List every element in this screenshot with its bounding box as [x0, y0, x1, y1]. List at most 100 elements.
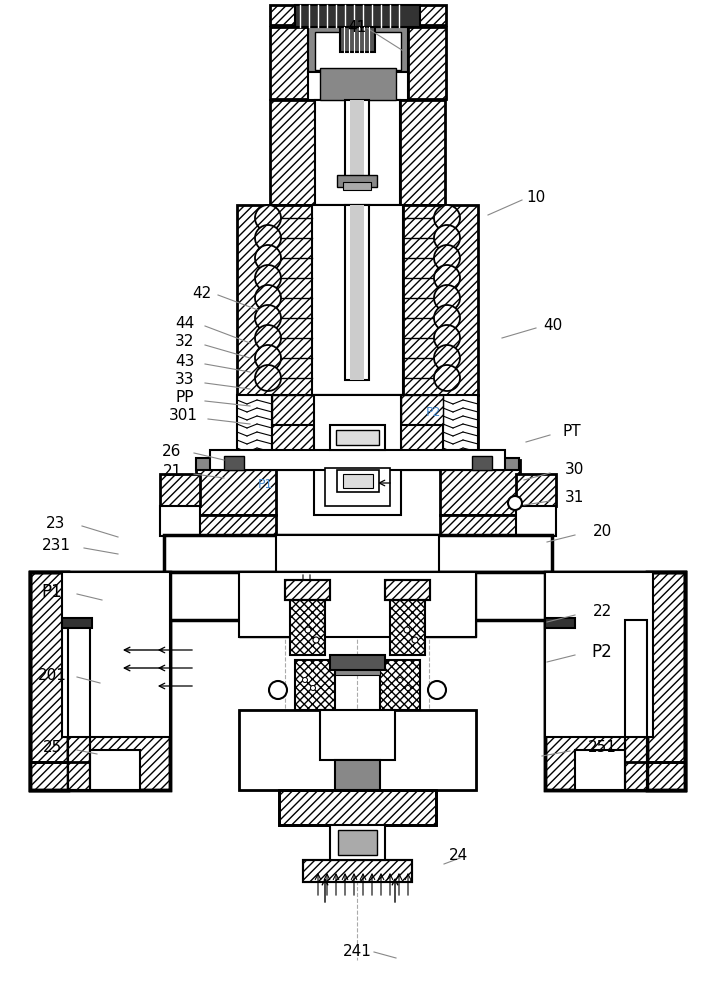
- Bar: [68, 620, 90, 790]
- Bar: [30, 572, 68, 790]
- Bar: [340, 27, 375, 52]
- Bar: [237, 205, 312, 395]
- Bar: [320, 68, 396, 100]
- Bar: [237, 395, 312, 460]
- Bar: [30, 572, 68, 790]
- Bar: [239, 710, 476, 790]
- Bar: [68, 620, 90, 790]
- Bar: [337, 175, 377, 187]
- Circle shape: [404, 627, 410, 633]
- Bar: [385, 580, 430, 600]
- Circle shape: [255, 245, 281, 271]
- Bar: [390, 600, 425, 655]
- Bar: [647, 572, 685, 790]
- Bar: [196, 458, 519, 470]
- Circle shape: [434, 205, 460, 231]
- Bar: [164, 535, 552, 572]
- Text: 24: 24: [448, 848, 468, 863]
- Bar: [472, 456, 492, 470]
- Bar: [330, 425, 385, 450]
- Bar: [336, 430, 379, 445]
- Circle shape: [434, 265, 460, 291]
- Bar: [400, 100, 445, 205]
- Bar: [270, 100, 315, 205]
- Bar: [335, 760, 380, 790]
- Text: 43: 43: [175, 354, 194, 368]
- Circle shape: [398, 678, 403, 682]
- Bar: [440, 515, 520, 535]
- Bar: [350, 205, 364, 380]
- Bar: [30, 572, 170, 790]
- Bar: [315, 100, 400, 205]
- Bar: [285, 580, 330, 600]
- Bar: [239, 572, 289, 637]
- Bar: [314, 460, 401, 515]
- Bar: [330, 655, 385, 670]
- Text: 32: 32: [175, 334, 194, 350]
- Bar: [160, 506, 200, 536]
- Text: 40: 40: [543, 318, 563, 332]
- Text: 20: 20: [592, 524, 611, 540]
- Text: 25: 25: [42, 740, 61, 756]
- Bar: [623, 762, 685, 790]
- Text: 10: 10: [526, 190, 546, 206]
- Bar: [295, 660, 335, 710]
- Bar: [160, 474, 200, 506]
- Text: P2: P2: [425, 406, 440, 418]
- Bar: [426, 572, 476, 637]
- Bar: [314, 395, 401, 460]
- Text: 26: 26: [162, 444, 182, 458]
- Circle shape: [434, 365, 460, 391]
- Bar: [545, 572, 685, 790]
- Text: P2: P2: [591, 643, 612, 661]
- Bar: [345, 205, 369, 380]
- Circle shape: [313, 637, 319, 643]
- Bar: [350, 100, 364, 180]
- Circle shape: [255, 305, 281, 331]
- Text: 23: 23: [46, 516, 66, 532]
- Bar: [337, 470, 379, 492]
- Bar: [380, 660, 420, 710]
- Bar: [295, 5, 420, 27]
- Bar: [303, 860, 412, 882]
- Circle shape: [508, 496, 522, 510]
- Bar: [516, 474, 556, 506]
- Bar: [62, 572, 170, 737]
- Text: 21: 21: [162, 464, 182, 480]
- Bar: [290, 600, 325, 655]
- Text: 30: 30: [564, 462, 583, 478]
- Text: 301: 301: [169, 408, 197, 424]
- Text: 31: 31: [564, 490, 583, 506]
- Bar: [270, 27, 308, 99]
- Circle shape: [255, 345, 281, 371]
- Bar: [385, 580, 430, 600]
- Circle shape: [434, 325, 460, 351]
- Bar: [164, 572, 239, 620]
- Circle shape: [434, 305, 460, 331]
- Bar: [239, 710, 289, 790]
- Bar: [164, 572, 552, 620]
- Bar: [403, 395, 478, 460]
- Bar: [279, 790, 436, 825]
- Bar: [325, 468, 390, 506]
- Circle shape: [255, 365, 281, 391]
- Text: 241: 241: [342, 944, 371, 960]
- Bar: [210, 450, 505, 470]
- Text: 251: 251: [588, 740, 616, 756]
- Circle shape: [310, 686, 315, 690]
- Text: PP: PP: [176, 390, 194, 406]
- Text: PT: PT: [563, 424, 581, 440]
- Bar: [338, 830, 377, 855]
- Bar: [30, 762, 92, 790]
- Bar: [320, 710, 395, 760]
- Bar: [401, 425, 443, 460]
- Bar: [343, 474, 373, 488]
- Circle shape: [434, 225, 460, 251]
- Circle shape: [434, 285, 460, 311]
- Text: 44: 44: [175, 316, 194, 330]
- Bar: [403, 205, 478, 395]
- Bar: [647, 572, 685, 790]
- Bar: [308, 27, 408, 72]
- Bar: [545, 572, 685, 790]
- Bar: [239, 572, 476, 637]
